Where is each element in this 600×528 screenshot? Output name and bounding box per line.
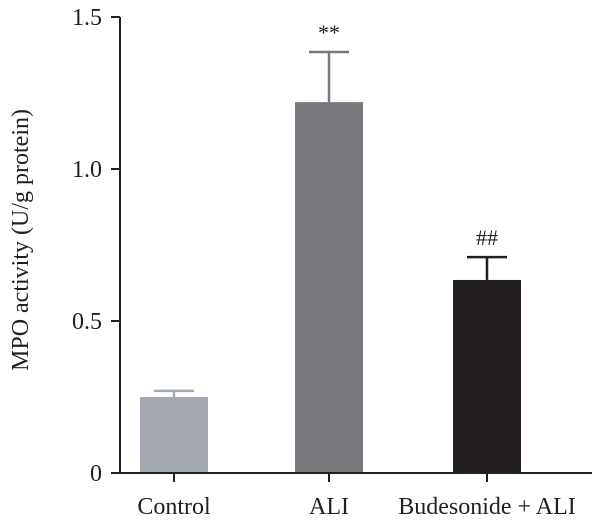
x-tick-label: Control: [137, 494, 211, 520]
x-tick-label: ALI: [309, 494, 349, 520]
significance-label: ##: [476, 225, 498, 250]
y-tick-label: 0.5: [72, 309, 102, 335]
axes-group: [119, 17, 592, 474]
x-ticks-group: Control ALI Budesonide + ALI: [137, 473, 576, 520]
y-tick-label: 1.5: [72, 5, 102, 31]
bar-ali: [295, 102, 363, 474]
significance-label: **: [318, 20, 340, 45]
y-ticks-group: 0 0.5 1.0 1.5: [72, 5, 120, 487]
y-tick-label: 1.0: [72, 157, 102, 183]
x-tick-label: Budesonide + ALI: [398, 494, 576, 520]
y-axis-label: MPO activity (U/g protein): [8, 109, 34, 371]
annotations-group: ** ##: [318, 20, 498, 250]
bar-budesonide-ali: [453, 279, 521, 473]
bars-group: [140, 102, 521, 474]
y-tick-label: 0: [90, 461, 102, 487]
error-bars-group: [154, 50, 507, 397]
bar-control: [140, 397, 208, 473]
